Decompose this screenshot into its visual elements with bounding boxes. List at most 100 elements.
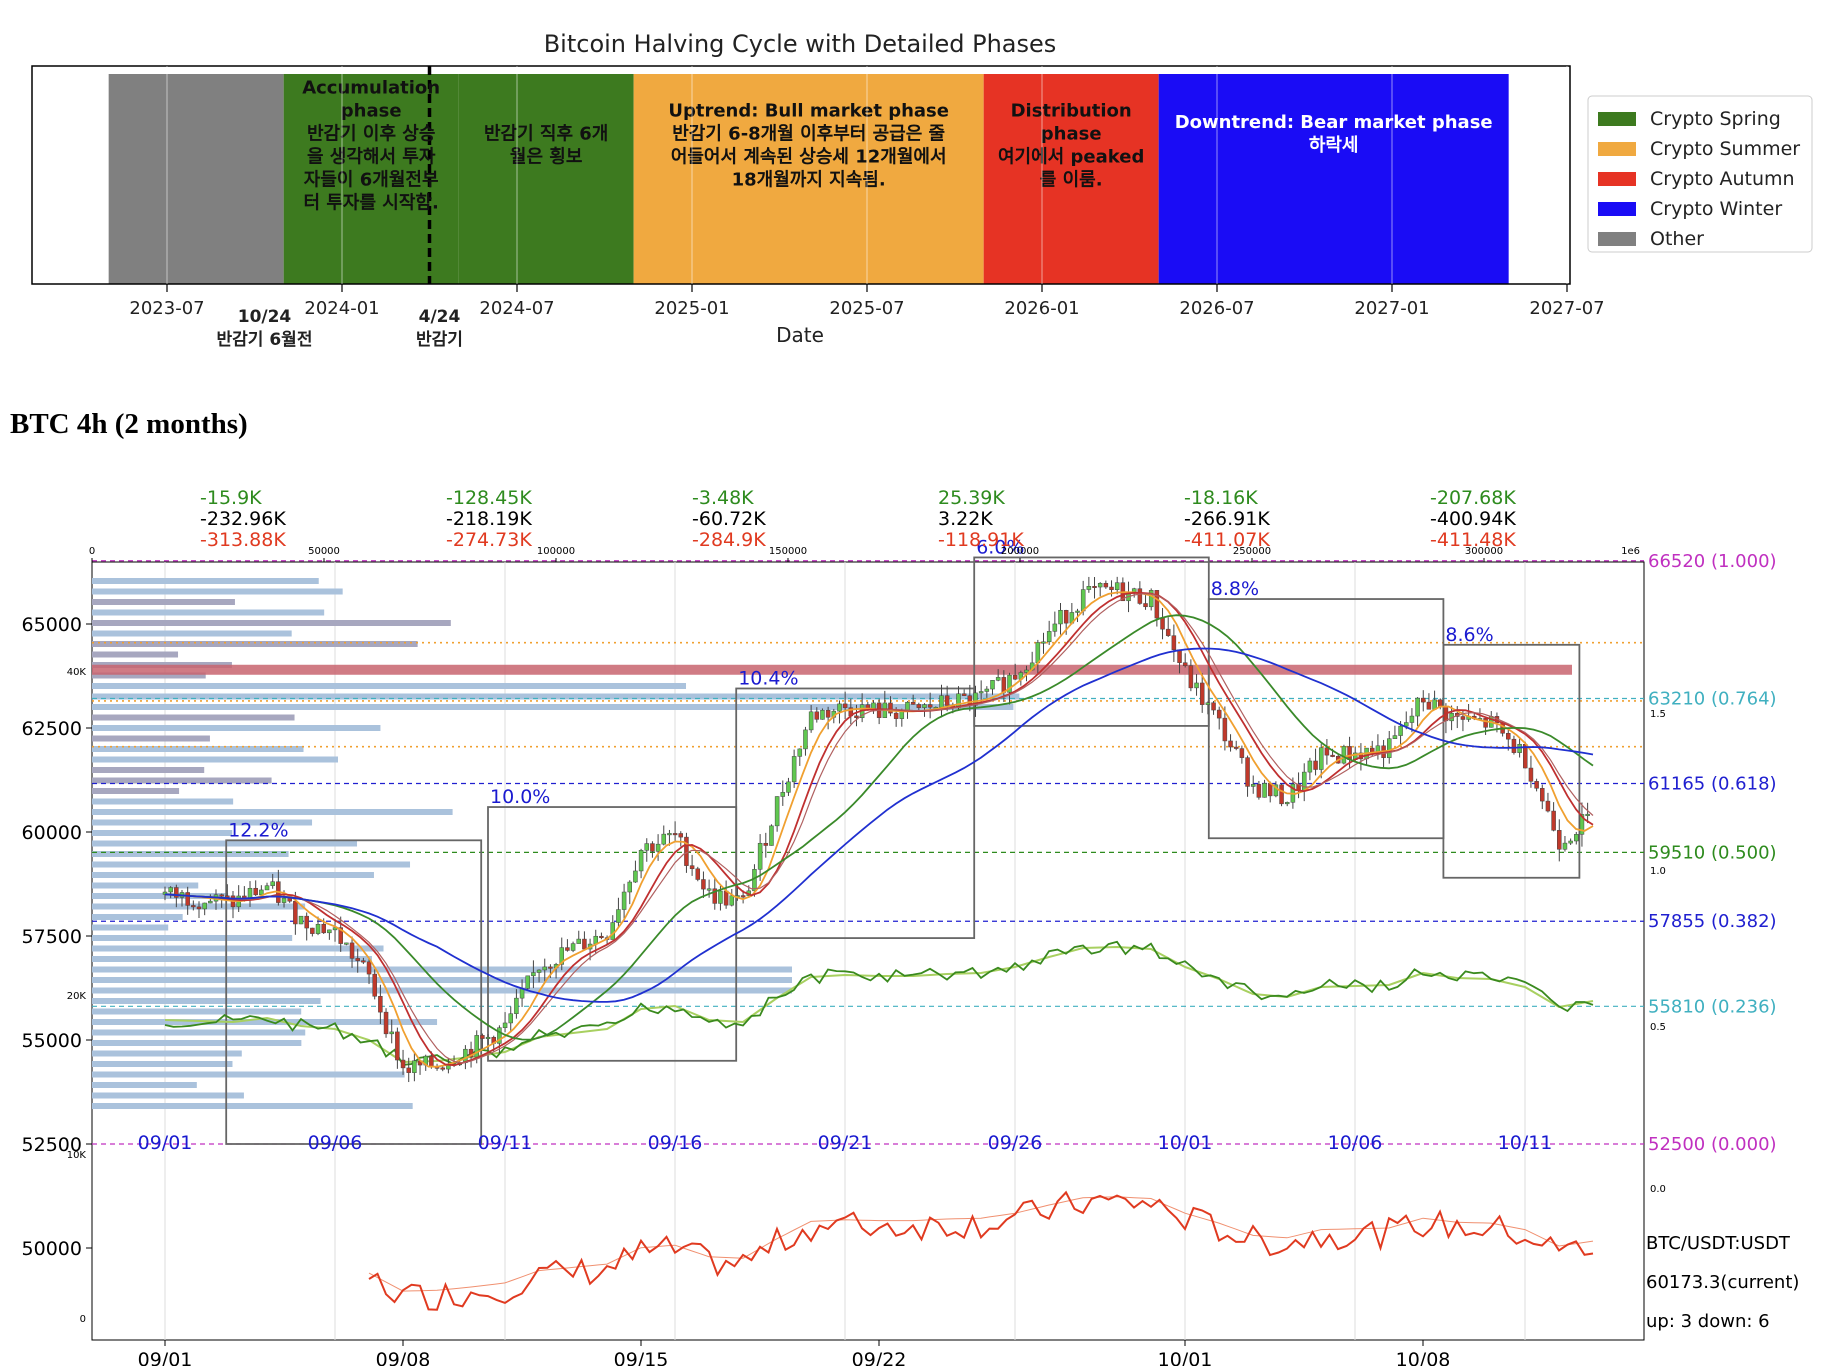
candle-body — [344, 942, 349, 945]
candle-body — [168, 887, 173, 893]
candle-body — [1517, 743, 1522, 753]
current-price-label: 60173.3(current) — [1646, 1272, 1799, 1293]
candle-body — [1177, 649, 1182, 663]
volume-profile-bar — [92, 840, 358, 847]
candle-body — [1103, 583, 1109, 588]
candle-body — [1330, 754, 1335, 757]
segment-stat-black: -232.96K — [200, 508, 286, 530]
phase-label-5: Downtrend: Bear market phase 하락세 — [1175, 112, 1493, 156]
volume-profile-bar — [92, 1008, 302, 1015]
candle-body — [400, 1059, 406, 1069]
candle-body — [548, 966, 553, 969]
segment-stat-red: -284.9K — [692, 529, 766, 551]
candle-body — [395, 1031, 400, 1061]
inner-date-label: 09/16 — [648, 1132, 703, 1154]
range-box — [1442, 643, 1581, 879]
candle-body — [797, 748, 803, 757]
candle-body — [1143, 603, 1148, 608]
range-box-pct: 10.0% — [490, 786, 550, 808]
volume-profile-bar — [92, 630, 292, 637]
candle-body — [820, 709, 825, 720]
candle-body — [1165, 628, 1171, 636]
candle-body — [689, 865, 695, 870]
candle-body — [774, 796, 780, 827]
candle-body — [672, 833, 678, 836]
volume-profile-bar — [92, 809, 453, 815]
segment-stat-red: -118.91K — [938, 529, 1024, 551]
volume-profile-bar — [92, 872, 374, 878]
candle-body — [1154, 590, 1160, 619]
candle-body — [1205, 702, 1211, 705]
x-tick-label: 09/15 — [614, 1349, 669, 1366]
candle-body — [1171, 635, 1177, 650]
candle-body — [791, 756, 797, 783]
segment-stat-green: -3.48K — [692, 487, 754, 509]
legend-swatch — [1598, 112, 1636, 126]
candle-body — [842, 703, 848, 708]
current-pair-label: BTC/USDT:USDT — [1646, 1233, 1791, 1254]
range-box — [1207, 598, 1445, 840]
candle-body — [406, 1067, 411, 1073]
candle-body — [1160, 617, 1165, 630]
segment-stat-green: -207.68K — [1430, 487, 1516, 509]
fib-level-label: 66520 (1.000) — [1648, 551, 1777, 572]
left-small-tick: 10K — [67, 1150, 87, 1161]
candle-body — [1438, 699, 1443, 707]
volume-profile-bar — [92, 588, 343, 595]
candle-body — [366, 961, 372, 975]
volume-poc-band — [92, 664, 1572, 675]
volume-profile-bar — [92, 1071, 405, 1078]
top-volume-tick: 50000 — [308, 546, 340, 557]
candle-body — [1579, 814, 1585, 835]
top-volume-tick: 100000 — [537, 546, 575, 557]
candle-body — [208, 900, 213, 904]
candle-body — [1426, 701, 1432, 710]
candle-body — [667, 833, 672, 836]
y-tick-label: 62500 — [22, 718, 82, 740]
legend-entry: Crypto Winter — [1650, 198, 1782, 220]
candle-body — [825, 709, 831, 718]
candle-body — [327, 929, 332, 934]
volume-profile-bar — [92, 987, 792, 994]
range-box — [225, 839, 483, 1145]
phase-band-3 — [633, 74, 984, 284]
halving-plot-frame — [31, 65, 1571, 285]
candle-body — [1222, 717, 1228, 742]
fib-level-label: 59510 (0.500) — [1648, 842, 1777, 863]
inner-date-label: 09/11 — [478, 1132, 533, 1154]
candle-body — [650, 843, 655, 852]
volume-profile-bar — [92, 924, 169, 931]
candle-body — [485, 1036, 491, 1039]
candle-body — [1216, 709, 1222, 719]
volume-profile-bar — [92, 956, 372, 962]
halving-legend: Crypto Spring Crypto Summer Crypto Autumn C… — [1587, 95, 1813, 253]
candle-body — [355, 958, 360, 961]
candle-body — [661, 833, 667, 845]
volume-profile-bar — [92, 966, 792, 973]
candle-body — [315, 923, 321, 934]
volume-profile-bar — [92, 641, 418, 647]
halving-x-tick-label: 2025-07 — [829, 298, 904, 319]
range-box-pct: 12.2% — [228, 819, 288, 841]
ma-long-line — [164, 647, 1594, 1003]
x-tick-label: 09/01 — [138, 1349, 193, 1366]
candle-body — [1199, 682, 1205, 705]
left-small-tick: 40K — [67, 667, 87, 678]
halving-x-tick-label: 2026-01 — [1004, 298, 1079, 319]
candle-body — [939, 695, 944, 708]
volume-profile-bar — [92, 1082, 197, 1088]
candle-body — [293, 900, 298, 925]
volume-profile-bar — [92, 683, 687, 689]
volume-profile-bar — [92, 914, 183, 920]
candle-body — [1137, 588, 1143, 604]
left-small-tick: 20K — [67, 991, 87, 1002]
candle-body — [1341, 746, 1347, 764]
candle-body — [1211, 702, 1216, 711]
volume-profile-bar — [92, 893, 229, 899]
candle-body — [984, 688, 990, 692]
segment-stat-red: -411.48K — [1430, 529, 1516, 551]
candle-body — [740, 895, 746, 898]
candle-body — [1284, 802, 1290, 805]
candle-body — [219, 894, 224, 897]
candle-body — [349, 942, 355, 959]
